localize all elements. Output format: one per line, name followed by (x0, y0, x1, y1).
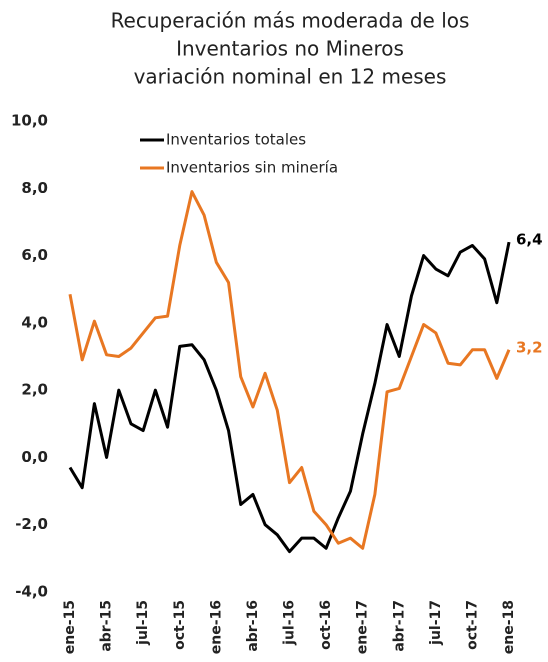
series-line (68, 241, 511, 554)
legend-label: Inventarios totales (166, 131, 306, 149)
data-label: 6,4 (516, 231, 543, 249)
y-tick-label: 8,0 (21, 179, 48, 197)
y-tick-label: 10,0 (11, 112, 48, 130)
x-tick-label: abr-15 (99, 600, 115, 652)
y-tick-label: -2,0 (15, 515, 48, 533)
chart-subtitle: variación nominal en 12 meses (134, 65, 447, 89)
legend-label: Inventarios sin minería (166, 159, 338, 177)
x-tick-label: abr-16 (245, 600, 261, 652)
x-tick-label: ene-16 (208, 600, 224, 654)
y-tick-label: -4,0 (15, 583, 48, 601)
y-tick-label: 2,0 (21, 381, 48, 399)
x-tick-label: abr-17 (391, 600, 407, 652)
chart-title: Inventarios no Mineros (176, 37, 404, 61)
x-tick-label: jul-17 (428, 600, 444, 646)
x-tick-label: jul-16 (282, 600, 298, 646)
series-line (68, 190, 511, 550)
y-tick-label: 0,0 (21, 448, 48, 466)
x-tick-label: oct-16 (318, 600, 334, 650)
x-tick-label: ene-17 (355, 600, 371, 654)
chart-title: Recuperación más moderada de los (111, 9, 470, 33)
y-tick-label: 6,0 (21, 246, 48, 264)
x-tick-label: oct-15 (172, 600, 188, 650)
data-label: 3,2 (516, 338, 543, 356)
x-tick-label: jul-15 (135, 600, 151, 646)
y-tick-label: 4,0 (21, 313, 48, 331)
x-tick-label: ene-18 (501, 600, 517, 654)
x-tick-label: ene-15 (62, 600, 78, 654)
x-tick-label: oct-17 (464, 600, 480, 650)
